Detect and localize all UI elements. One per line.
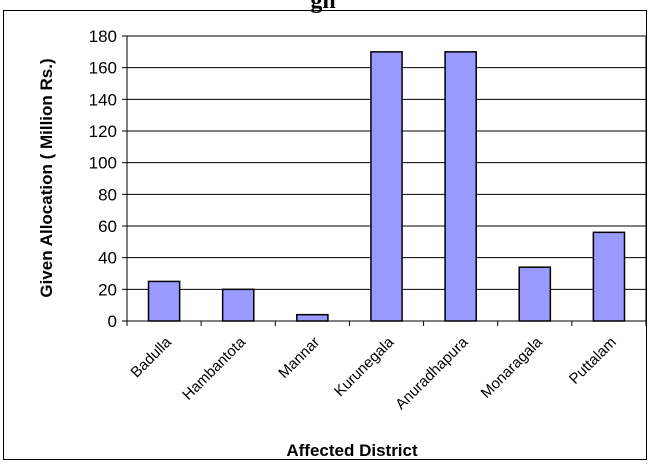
- y-tick-label: 0: [108, 312, 117, 331]
- bar-hambantota: [221, 288, 255, 322]
- bar-puttalam: [592, 231, 626, 322]
- x-tick-labels: Badulla Hambantota Mannar KurunegalaAnuradh…: [127, 333, 619, 413]
- x-tick-label: Kurunegala: [331, 333, 398, 400]
- bar-monaragala: [518, 266, 552, 322]
- x-tick-label: Hambantota: [179, 333, 249, 403]
- y-tick-label: 120: [89, 122, 117, 141]
- x-tick-label: Monaragala: [478, 333, 547, 402]
- x-tick-label: Badulla: [127, 333, 175, 381]
- bar-kurunegala: [370, 51, 403, 322]
- y-tick-label: 80: [98, 185, 117, 204]
- y-tick-label: 60: [98, 217, 117, 236]
- y-tick-label: 140: [89, 90, 117, 109]
- x-tick-label: Puttalam: [566, 334, 620, 388]
- y-tick-labels: 0 20 40 60 80 100 120 140 160 180: [89, 27, 117, 331]
- y-tick-label: 20: [98, 280, 117, 299]
- bar-mannar: [296, 313, 329, 322]
- y-tick-label: 40: [98, 249, 117, 268]
- bar-badulla: [147, 280, 181, 322]
- x-tick-label: Mannar: [275, 334, 323, 382]
- x-tick-label: Anuradhapura: [392, 333, 472, 413]
- plot-area-border: [126, 35, 647, 322]
- y-tick-label: 100: [89, 154, 117, 173]
- x-axis-title: Affected District: [286, 441, 418, 460]
- y-axis-title: Given Allocation ( Million Rs.): [37, 58, 56, 297]
- y-tick-label: 160: [89, 59, 117, 78]
- bar-anuradhapura: [444, 51, 477, 322]
- y-tick-label: 180: [89, 27, 117, 46]
- axes: [122, 35, 647, 326]
- bars: [147, 51, 626, 322]
